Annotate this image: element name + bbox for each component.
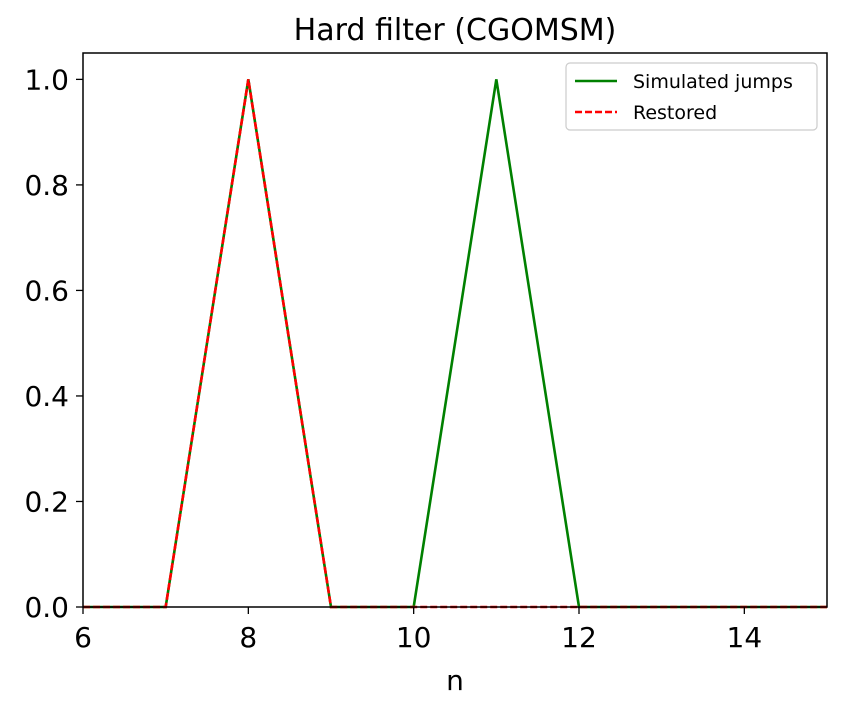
y-tick-label: 0.8 bbox=[24, 169, 69, 202]
x-tick-label: 12 bbox=[561, 621, 597, 654]
series-line-0 bbox=[83, 79, 827, 609]
legend: Simulated jumps Restored bbox=[565, 62, 818, 131]
x-tick-label: 6 bbox=[74, 621, 92, 654]
y-tick-label: 0.4 bbox=[24, 380, 69, 413]
y-tick-label: 0.6 bbox=[24, 274, 69, 307]
y-tick-label: 1.0 bbox=[24, 63, 69, 96]
legend-label-1: Restored bbox=[633, 102, 717, 124]
x-tick-label: 14 bbox=[727, 621, 763, 654]
plot-frame bbox=[82, 52, 828, 608]
y-axis-ticks: 0.0 0.2 0.4 0.6 0.8 1.0 bbox=[24, 63, 83, 624]
series-layer bbox=[83, 79, 827, 609]
x-axis-label: n bbox=[446, 664, 464, 697]
y-tick-label: 0.2 bbox=[24, 485, 69, 518]
legend-box bbox=[565, 62, 818, 131]
x-tick-label: 8 bbox=[239, 621, 257, 654]
y-tick-label: 0.0 bbox=[24, 591, 69, 624]
chart-title: Hard filter (CGOMSM) bbox=[294, 13, 617, 48]
legend-label-0: Simulated jumps bbox=[633, 71, 793, 93]
x-tick-label: 10 bbox=[396, 621, 432, 654]
x-axis-ticks: 6 8 10 12 14 bbox=[74, 607, 762, 654]
